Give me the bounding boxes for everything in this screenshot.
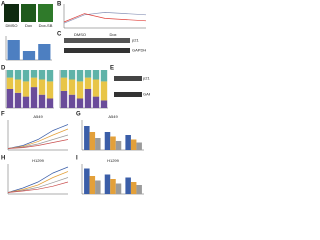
panel-label: C xyxy=(57,32,62,38)
bar xyxy=(89,132,96,150)
bar-segment xyxy=(38,94,46,108)
panel-label: A xyxy=(1,2,6,8)
bar-segment xyxy=(38,79,46,95)
bar xyxy=(104,174,111,194)
bar xyxy=(115,141,122,150)
image xyxy=(38,4,53,22)
bar-segment xyxy=(76,98,84,108)
bar xyxy=(7,40,20,60)
bar-segment xyxy=(100,100,108,108)
panel-label: H xyxy=(1,156,5,162)
bar xyxy=(22,51,36,60)
bar-segment xyxy=(22,96,30,108)
blot-band xyxy=(114,92,142,97)
blot-row-label: GAPDH xyxy=(132,48,146,53)
bar-segment xyxy=(68,79,76,95)
bar xyxy=(125,135,131,150)
bar-segment xyxy=(84,89,92,108)
line xyxy=(7,128,69,149)
panel-label: I xyxy=(76,156,78,162)
panel-label: D xyxy=(1,66,6,72)
bar-segment xyxy=(30,77,38,88)
blot-band xyxy=(64,38,130,43)
figure: A B C D E F G H I DMSO Dox Dox-SB DMSO Dox p21 GAPDH p21… xyxy=(1,2,150,195)
bar-segment xyxy=(14,70,22,80)
panel-label: E xyxy=(110,66,114,72)
chart-title: H1299 xyxy=(32,158,45,163)
image-label: Dox xyxy=(25,23,32,28)
line xyxy=(7,177,69,193)
blot-row-label: GAPDH xyxy=(143,92,150,97)
line xyxy=(63,12,147,24)
bar-segment xyxy=(60,70,68,78)
chart-title: A549 xyxy=(33,114,43,119)
bar-segment xyxy=(14,79,22,93)
bar-segment xyxy=(60,90,68,108)
bar-segment xyxy=(100,81,108,101)
bar xyxy=(89,176,96,194)
bar xyxy=(104,132,111,150)
bar-segment xyxy=(84,70,92,78)
bar xyxy=(95,138,101,150)
line xyxy=(7,166,69,193)
bar-segment xyxy=(6,77,14,89)
bar-segment xyxy=(22,81,30,97)
bar-segment xyxy=(46,98,54,108)
line xyxy=(7,139,69,149)
bar-segment xyxy=(6,70,14,78)
bar-segment xyxy=(92,79,100,97)
bar-segment xyxy=(84,77,92,89)
line xyxy=(7,124,69,149)
blot-band xyxy=(64,48,130,53)
bar xyxy=(110,136,116,150)
bar-segment xyxy=(92,70,100,80)
bar-segment xyxy=(100,70,108,82)
image xyxy=(21,4,36,22)
image-label: DMSO xyxy=(6,23,18,28)
image-label: Dox-SB xyxy=(39,23,53,28)
blot-row-label: p21 xyxy=(132,38,139,43)
bar-segment xyxy=(30,70,38,78)
bar xyxy=(84,168,90,194)
bar-segment xyxy=(22,70,30,82)
bar-segment xyxy=(46,81,54,99)
bar xyxy=(84,126,90,150)
bar xyxy=(136,142,142,150)
bar xyxy=(110,179,116,194)
blot-label: Dox xyxy=(109,32,116,37)
bar xyxy=(130,139,137,150)
bar xyxy=(136,185,142,194)
blot-label: DMSO xyxy=(74,32,86,37)
line xyxy=(7,134,69,149)
bar xyxy=(95,180,101,194)
bar-segment xyxy=(14,92,22,108)
line xyxy=(7,181,69,193)
bar-segment xyxy=(38,70,46,80)
image xyxy=(4,4,19,22)
bar xyxy=(130,182,137,194)
blot-row-label: p21 xyxy=(143,76,150,81)
bar-segment xyxy=(46,70,54,82)
blot-band xyxy=(114,76,142,81)
bar xyxy=(125,177,131,194)
chart-title: A549 xyxy=(108,114,118,119)
line xyxy=(63,13,147,23)
bar-segment xyxy=(92,96,100,108)
bar xyxy=(38,44,51,60)
bar-segment xyxy=(6,89,14,108)
bar-segment xyxy=(68,94,76,108)
panel-label: G xyxy=(76,112,81,118)
bar-segment xyxy=(76,70,84,82)
chart-title: H1299 xyxy=(107,158,120,163)
bar xyxy=(115,183,122,194)
line xyxy=(7,171,69,193)
bar-segment xyxy=(68,70,76,80)
bar-segment xyxy=(76,81,84,99)
bar-segment xyxy=(30,87,38,108)
bar-segment xyxy=(60,77,68,91)
panel-label: F xyxy=(1,112,5,118)
panel-label: B xyxy=(57,2,62,8)
